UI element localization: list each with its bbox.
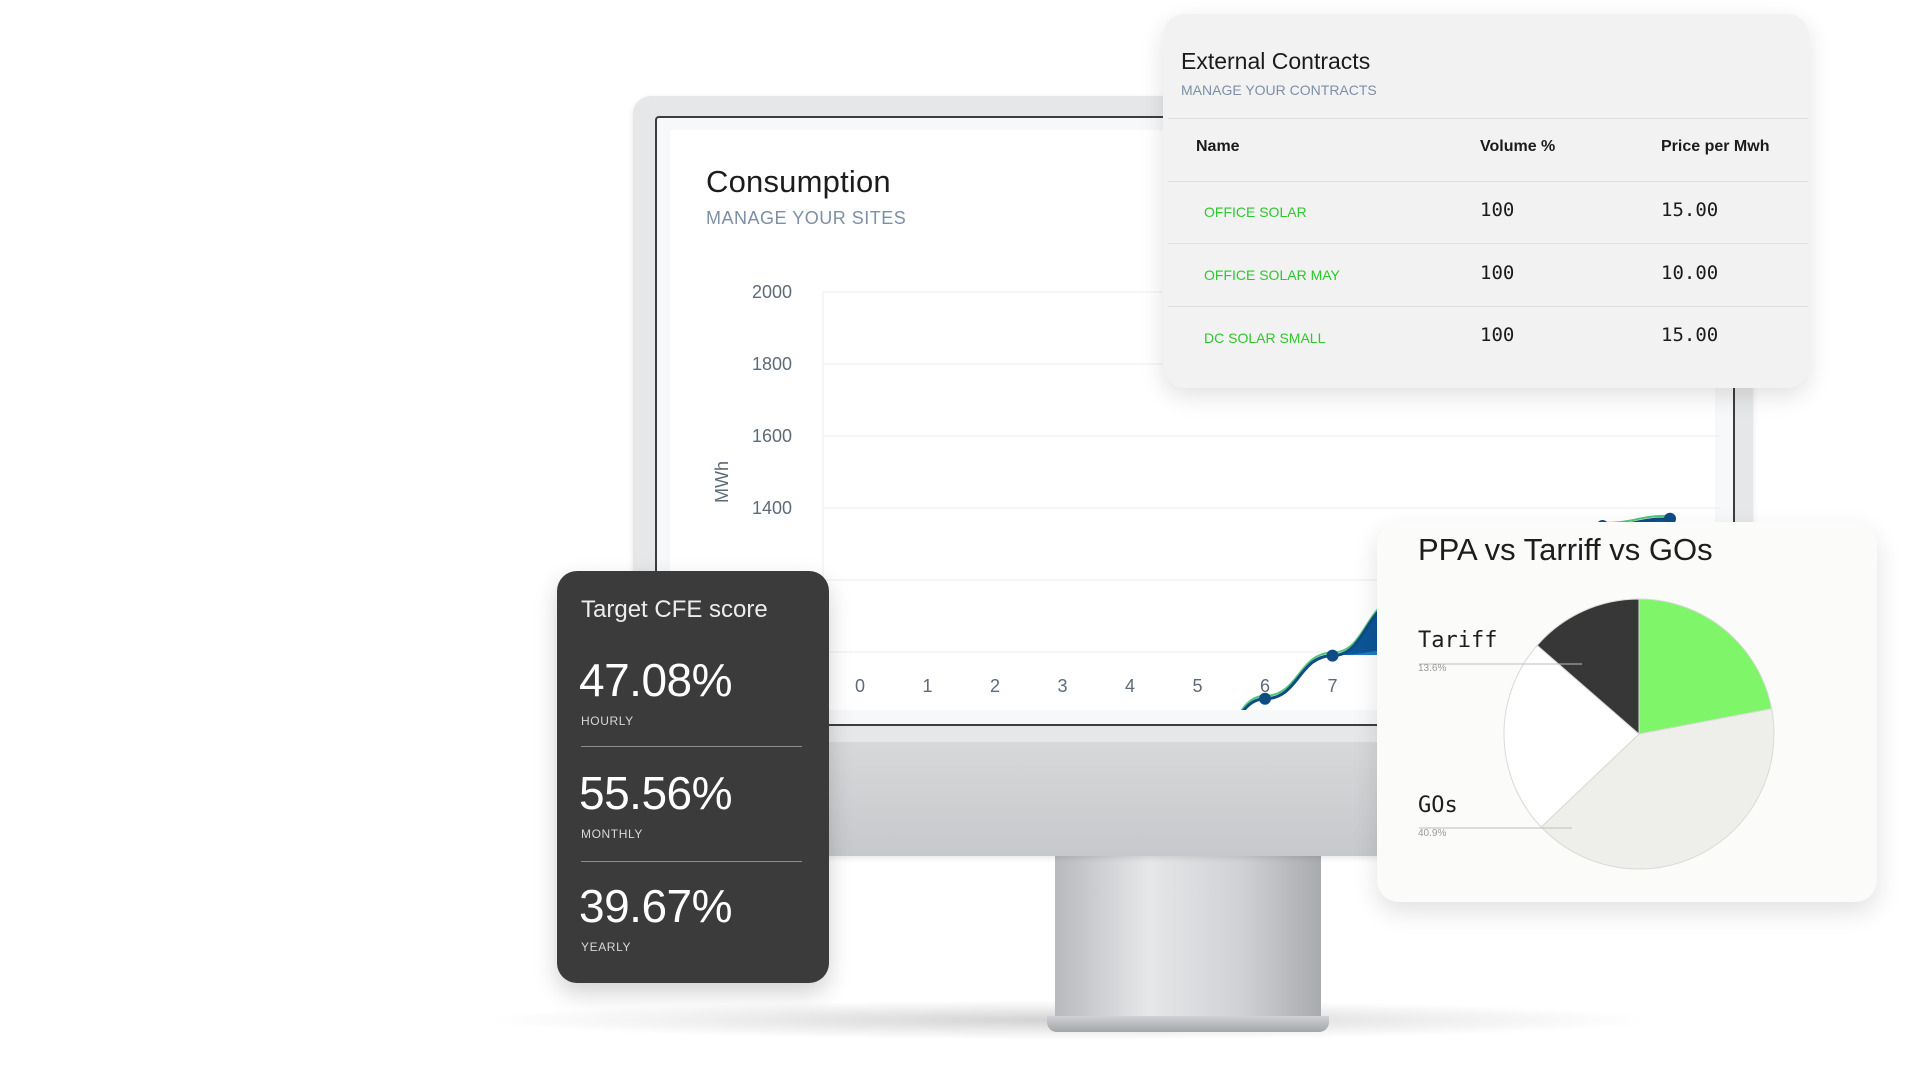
cfe-hourly-label: HOURLY (581, 714, 634, 728)
cfe-yearly-label: YEARLY (581, 940, 632, 954)
cfe-score-card (557, 571, 829, 983)
cfe-monthly-label: MONTHLY (581, 827, 643, 841)
data-point[interactable] (1664, 512, 1676, 525)
row-divider (1168, 243, 1808, 244)
tariff-percent: 13.6% (1418, 663, 1447, 674)
external-contracts-title: External Contracts (1181, 48, 1371, 74)
cfe-hourly-value: 47.08% (579, 654, 733, 706)
contract-volume: 100 (1480, 324, 1515, 346)
tariff-label: Tariff (1418, 628, 1498, 653)
x-tick-label: 6 (1260, 676, 1270, 696)
contract-price: 15.00 (1661, 199, 1719, 221)
ppa-pie-chart (1419, 598, 1775, 870)
x-tick-label: 4 (1125, 676, 1135, 696)
column-header-volume[interactable]: Volume % (1480, 138, 1556, 155)
pie-slice[interactable] (1638, 598, 1773, 735)
cfe-yearly-value: 39.67% (579, 880, 733, 932)
external-contracts-subtitle[interactable]: MANAGE YOUR CONTRACTS (1181, 82, 1377, 98)
monitor-stand (1055, 856, 1321, 1026)
contract-name-office-solar-may[interactable]: OFFICE SOLAR MAY (1204, 267, 1340, 283)
contract-price: 15.00 (1661, 324, 1719, 346)
pie-slice[interactable] (1503, 644, 1640, 828)
y-tick-label: 2000 (752, 282, 792, 302)
pie-slice[interactable] (1540, 708, 1775, 870)
y-tick-label: 1400 (752, 498, 792, 518)
contract-volume: 100 (1480, 199, 1515, 221)
monitor-base (1047, 1016, 1329, 1032)
y-axis-label: MWh (712, 461, 732, 503)
x-tick-label: 3 (1057, 676, 1067, 696)
consumption-title: Consumption (706, 164, 891, 199)
column-header-price[interactable]: Price per Mwh (1661, 138, 1770, 155)
contract-volume: 100 (1480, 262, 1515, 284)
x-tick-label: 7 (1327, 676, 1337, 696)
contract-name-dc-solar-small[interactable]: DC SOLAR SMALL (1204, 330, 1326, 346)
column-header-name[interactable]: Name (1196, 138, 1240, 155)
gos-percent: 40.9% (1418, 828, 1447, 839)
cfe-divider (581, 746, 802, 747)
contract-name-office-solar[interactable]: OFFICE SOLAR (1204, 204, 1307, 220)
gos-label: GOs (1418, 793, 1458, 818)
row-divider (1168, 306, 1808, 307)
x-tick-label: 2 (990, 676, 1000, 696)
x-tick-label: 5 (1192, 676, 1202, 696)
pie-slice[interactable] (1536, 598, 1640, 736)
data-point[interactable] (1259, 692, 1271, 705)
consumption-subtitle[interactable]: MANAGE YOUR SITES (706, 208, 907, 228)
contract-price: 10.00 (1661, 262, 1719, 284)
ppa-chart-title: PPA vs Tarriff vs GOs (1418, 532, 1713, 567)
external-contracts-card (1163, 14, 1809, 388)
table-header (1168, 118, 1808, 182)
y-tick-label: 1800 (752, 354, 792, 374)
cfe-monthly-value: 55.56% (579, 767, 733, 819)
y-tick-label: 1600 (752, 426, 792, 446)
x-tick-label: 0 (855, 676, 865, 696)
x-tick-label: 1 (922, 676, 932, 696)
cfe-score-title: Target CFE score (581, 596, 768, 623)
cfe-divider (581, 861, 802, 862)
data-point[interactable] (1326, 649, 1339, 662)
